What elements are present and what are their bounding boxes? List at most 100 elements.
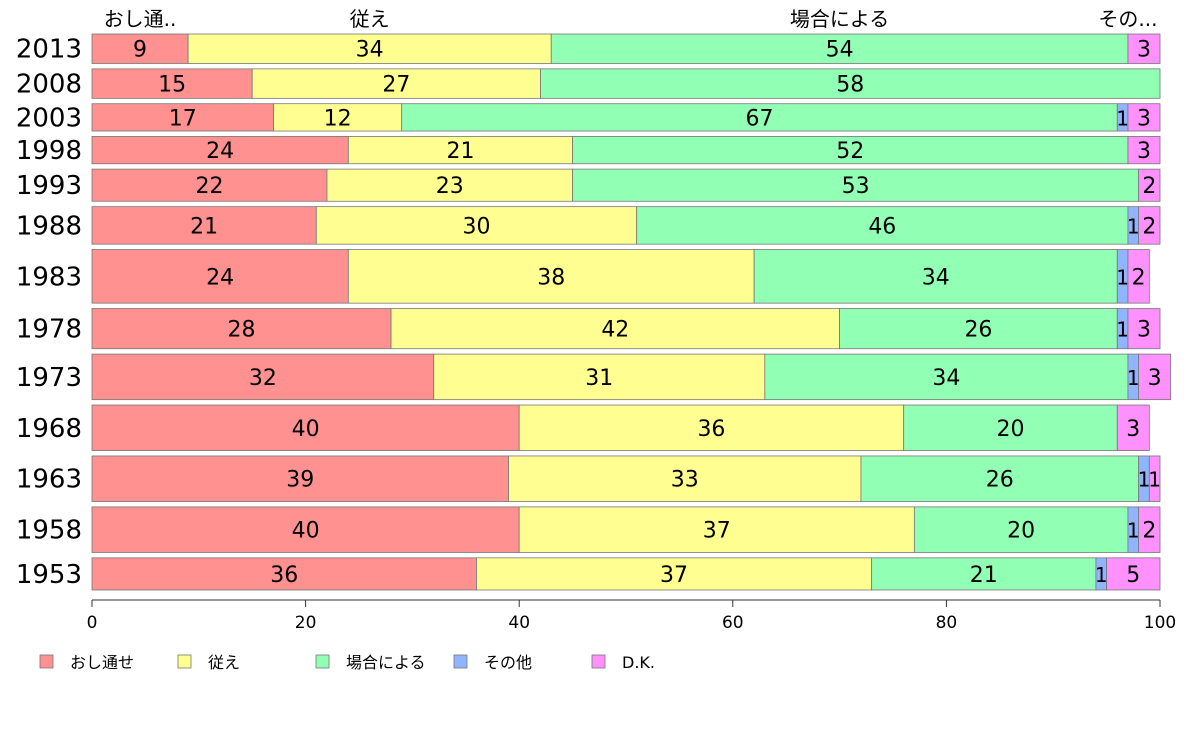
data-label: 54 [826, 38, 854, 63]
bar-segment [1127, 103, 1161, 132]
data-label: 34 [922, 265, 950, 290]
bar-segment [540, 68, 1161, 99]
data-label: 21 [970, 563, 998, 588]
bar-segment [860, 455, 1140, 502]
bar-segment [1138, 506, 1161, 553]
bar-segment [91, 103, 274, 132]
data-label: 20 [1007, 519, 1035, 544]
data-label: 67 [746, 106, 774, 131]
bar-segment [91, 249, 349, 304]
data-label: 21 [190, 214, 218, 239]
data-label: 15 [158, 73, 186, 98]
data-label: 1 [1138, 468, 1151, 492]
bar-segment [433, 353, 766, 401]
data-label: 36 [270, 563, 298, 588]
bar-segment [91, 557, 477, 591]
data-label: 24 [206, 265, 234, 290]
bar-segment [91, 455, 509, 502]
data-label: 42 [601, 318, 629, 343]
bar-segment [1127, 33, 1161, 64]
legend-label: 従え [208, 653, 240, 672]
data-label: 9 [133, 38, 147, 63]
data-label: 1 [1148, 468, 1161, 492]
data-label: 31 [585, 366, 613, 391]
top-category-label: 従え [350, 7, 390, 31]
bar-segment [315, 206, 638, 245]
data-label: 5 [1126, 563, 1140, 588]
bar-segment [572, 136, 1129, 165]
bar-segment [91, 206, 317, 245]
top-category-label: その... [1098, 7, 1157, 31]
data-label: 1 [1116, 265, 1129, 289]
bar-segment [187, 33, 552, 64]
data-label: 46 [868, 214, 896, 239]
bar-segment [91, 136, 349, 165]
bar-segment [273, 103, 403, 132]
top-labels-layer: おし通.. 従え 場合による その... [104, 7, 1158, 31]
data-label: 28 [228, 318, 256, 343]
legend-label: おし通せ [70, 653, 134, 672]
data-label: 3 [1126, 417, 1140, 442]
data-label: 39 [286, 468, 314, 493]
bar-segment [1138, 353, 1172, 401]
legend-swatch [177, 654, 192, 669]
x-tick-label: 0 [87, 613, 98, 633]
data-label: 2 [1132, 265, 1146, 290]
bar-segment [347, 249, 755, 304]
bar-segment [401, 103, 1118, 132]
data-label: 34 [932, 366, 960, 391]
x-axis: 0 20 40 60 80 100 [87, 599, 1176, 633]
bar-segment [518, 404, 905, 451]
bar-segment [1116, 404, 1150, 451]
data-label: 3 [1137, 38, 1151, 63]
bar-segment [91, 506, 520, 553]
x-tick-label: 40 [508, 613, 530, 633]
bar-segment [508, 455, 862, 502]
category-label: 1993 [16, 171, 82, 201]
bar-segment [1127, 249, 1150, 304]
category-label: 2013 [16, 35, 82, 65]
data-label: 21 [446, 139, 474, 164]
bar-segment [1127, 308, 1161, 350]
bar-segment [91, 353, 435, 401]
top-category-label: おし通.. [104, 7, 177, 31]
data-label: 23 [436, 174, 464, 199]
data-label: 40 [292, 519, 320, 544]
bar-segment [390, 308, 841, 350]
bar-segment [1138, 168, 1161, 202]
legend-swatch [453, 654, 468, 669]
bar-segment [913, 506, 1129, 553]
bar-segment [764, 353, 1129, 401]
bar-segment [91, 308, 392, 350]
legend-label: その他 [484, 653, 532, 672]
data-label: 40 [292, 417, 320, 442]
data-label: 3 [1137, 139, 1151, 164]
data-label: 1 [1127, 214, 1140, 238]
bar-segment [251, 68, 541, 99]
data-label: 22 [195, 174, 223, 199]
category-label: 1963 [16, 465, 82, 495]
bar-segment [1127, 136, 1161, 165]
category-label: 1998 [16, 136, 82, 166]
bar-segment [1106, 557, 1161, 591]
bar-segment [91, 404, 520, 451]
category-label: 1953 [16, 560, 82, 590]
category-label: 2008 [16, 70, 82, 100]
bar-segment [347, 136, 574, 165]
bar-segment [903, 404, 1118, 451]
data-label: 26 [986, 468, 1014, 493]
data-label: 30 [462, 214, 490, 239]
bar-segment [839, 308, 1118, 350]
legend-label: D.K. [622, 653, 655, 672]
data-label: 17 [169, 106, 197, 131]
bar-segment [572, 168, 1140, 202]
data-label: 1 [1127, 366, 1140, 390]
category-label: 1968 [16, 414, 82, 444]
data-label: 2 [1142, 519, 1156, 544]
bar-segment [518, 506, 915, 553]
x-tick-label: 80 [936, 613, 958, 633]
legend: おし通せ 従え 場合による その他 D.K. [39, 653, 655, 672]
